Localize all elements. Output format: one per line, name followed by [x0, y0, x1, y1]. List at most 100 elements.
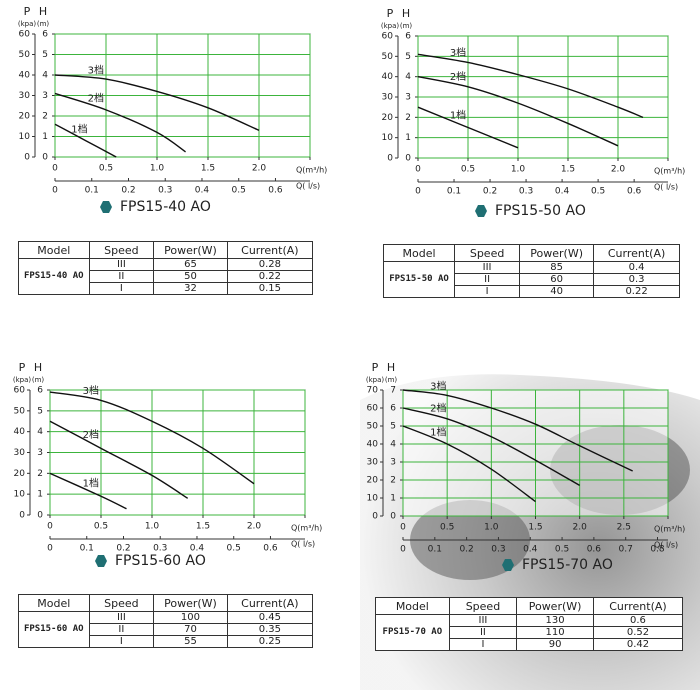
bullet: [95, 555, 107, 567]
header-cell: Current(A): [592, 597, 684, 615]
cell: III: [454, 261, 521, 274]
y2-tick-label: 40: [19, 71, 31, 81]
cell: 50: [153, 270, 228, 283]
y-tick-label: 6: [42, 30, 48, 40]
cell: 70: [153, 623, 228, 636]
y2-axis-label: P: [19, 361, 26, 374]
y-tick-label: 5: [405, 52, 411, 62]
cell: 0.6: [592, 614, 684, 627]
chart-title: FPS15-50 AO: [475, 203, 586, 219]
cell: III: [448, 614, 518, 627]
x2-axis-label: Q( l/s): [296, 182, 320, 191]
y2-tick-label: 20: [367, 476, 379, 486]
cell: I: [88, 282, 155, 295]
cell: 100: [153, 611, 228, 624]
curve: [402, 425, 536, 503]
y2-axis-label: P: [24, 5, 31, 18]
x-axis-label: Q(m³/h): [654, 167, 685, 176]
header-row: Model Speed Power(W) Current(A): [382, 244, 680, 262]
y2-tick-label: 30: [14, 448, 26, 458]
title-text: FPS15-40 AO: [120, 199, 211, 215]
x2-tick-label: 0.6: [587, 545, 602, 555]
curve: [49, 391, 255, 485]
y-tick-label: 3: [37, 448, 43, 458]
x2-tick-label: 0.5: [591, 187, 605, 197]
y2-unit: (kpa): [18, 20, 37, 28]
cell: I: [448, 638, 518, 651]
y-tick-label: 2: [37, 469, 43, 479]
x-tick-label: 0: [415, 165, 421, 175]
y-tick-label: 6: [37, 386, 43, 396]
y-unit: (m): [385, 376, 398, 384]
curve: [417, 75, 619, 147]
x-tick-label: 1.5: [201, 164, 215, 174]
x-tick-label: 0.5: [99, 164, 113, 174]
bullet: [475, 205, 487, 217]
cell: II: [448, 626, 518, 639]
curve: [402, 407, 581, 487]
curve: [49, 420, 189, 499]
cell: 0.15: [226, 282, 314, 295]
data-row: FPS15-40 AO III 65 0.28: [18, 258, 314, 295]
curve-label: 2档: [88, 92, 104, 105]
y2-tick-label: 0: [372, 512, 378, 522]
x2-tick-label: 0.5: [227, 544, 241, 554]
header-cell: Power(W): [519, 244, 595, 262]
header-cell: Model: [18, 594, 90, 612]
cell: 0.3: [593, 273, 680, 286]
x2-tick-label: 0.4: [195, 186, 210, 196]
y-axis-label: H: [39, 5, 47, 18]
y-tick-label: 4: [42, 71, 48, 81]
y2-tick-label: 20: [14, 469, 26, 479]
curve-label: 2档: [450, 70, 466, 83]
data-row: I 40 0.22: [384, 285, 680, 298]
x-tick-label: 0: [52, 164, 58, 174]
x2-axis-label: Q( l/s): [654, 183, 678, 192]
x-tick-label: 2.5: [617, 523, 631, 533]
curve-label: 3档: [83, 384, 99, 397]
x-tick-label: 1.5: [528, 523, 542, 533]
data-row: II 60 0.3: [384, 273, 680, 286]
x-tick-label: 2.0: [247, 522, 262, 532]
y-tick-label: 1: [37, 490, 43, 500]
x2-tick-label: 0: [52, 186, 58, 196]
y2-tick-label: 60: [14, 386, 26, 396]
y2-tick-label: 50: [14, 406, 26, 416]
y-tick-label: 5: [42, 50, 48, 60]
curve-label: 1档: [450, 108, 466, 121]
x2-tick-label: 0.4: [555, 187, 570, 197]
x-tick-label: 0: [47, 522, 53, 532]
y-tick-label: 1: [405, 133, 411, 143]
y-tick-label: 2: [42, 112, 48, 122]
x-tick-label: 1.0: [145, 522, 160, 532]
curve-label: 1档: [83, 477, 99, 490]
curve-label: 2档: [83, 428, 99, 441]
data-row: II 110 0.52: [376, 626, 684, 639]
cell: III: [88, 611, 155, 624]
x-tick-label: 1.0: [150, 164, 165, 174]
cell: 0.22: [593, 285, 680, 298]
x-tick-label: 2.0: [611, 165, 626, 175]
header-row: Model Speed Power(W) Current(A): [18, 241, 314, 259]
y2-tick-label: 10: [14, 490, 26, 500]
x2-tick-label: 0: [400, 545, 406, 555]
cell: I: [454, 285, 521, 298]
y-tick-label: 4: [390, 440, 396, 450]
x2-axis-label: Q( l/s): [654, 541, 678, 550]
x2-tick-label: 0.3: [519, 187, 533, 197]
curve-label: 1档: [430, 425, 446, 438]
y2-tick-label: 40: [14, 427, 26, 437]
x2-axis-label: Q( l/s): [291, 540, 315, 549]
curve-label: 3档: [450, 46, 466, 59]
y2-tick-label: 30: [367, 458, 379, 468]
model-cell: FPS15-40 AO: [18, 258, 90, 295]
x2-tick-label: 0.1: [85, 186, 99, 196]
x-tick-label: 0.5: [440, 523, 454, 533]
spec-table: Model Speed Power(W) Current(A) FPS15-60 AO I…: [18, 594, 314, 648]
y2-tick-label: 0: [19, 511, 25, 521]
y2-tick-label: 60: [382, 32, 394, 42]
x-tick-label: 0: [400, 523, 406, 533]
header-cell: Power(W): [153, 594, 228, 612]
cell: 110: [516, 626, 594, 639]
x-axis-label: Q(m³/h): [654, 525, 685, 534]
